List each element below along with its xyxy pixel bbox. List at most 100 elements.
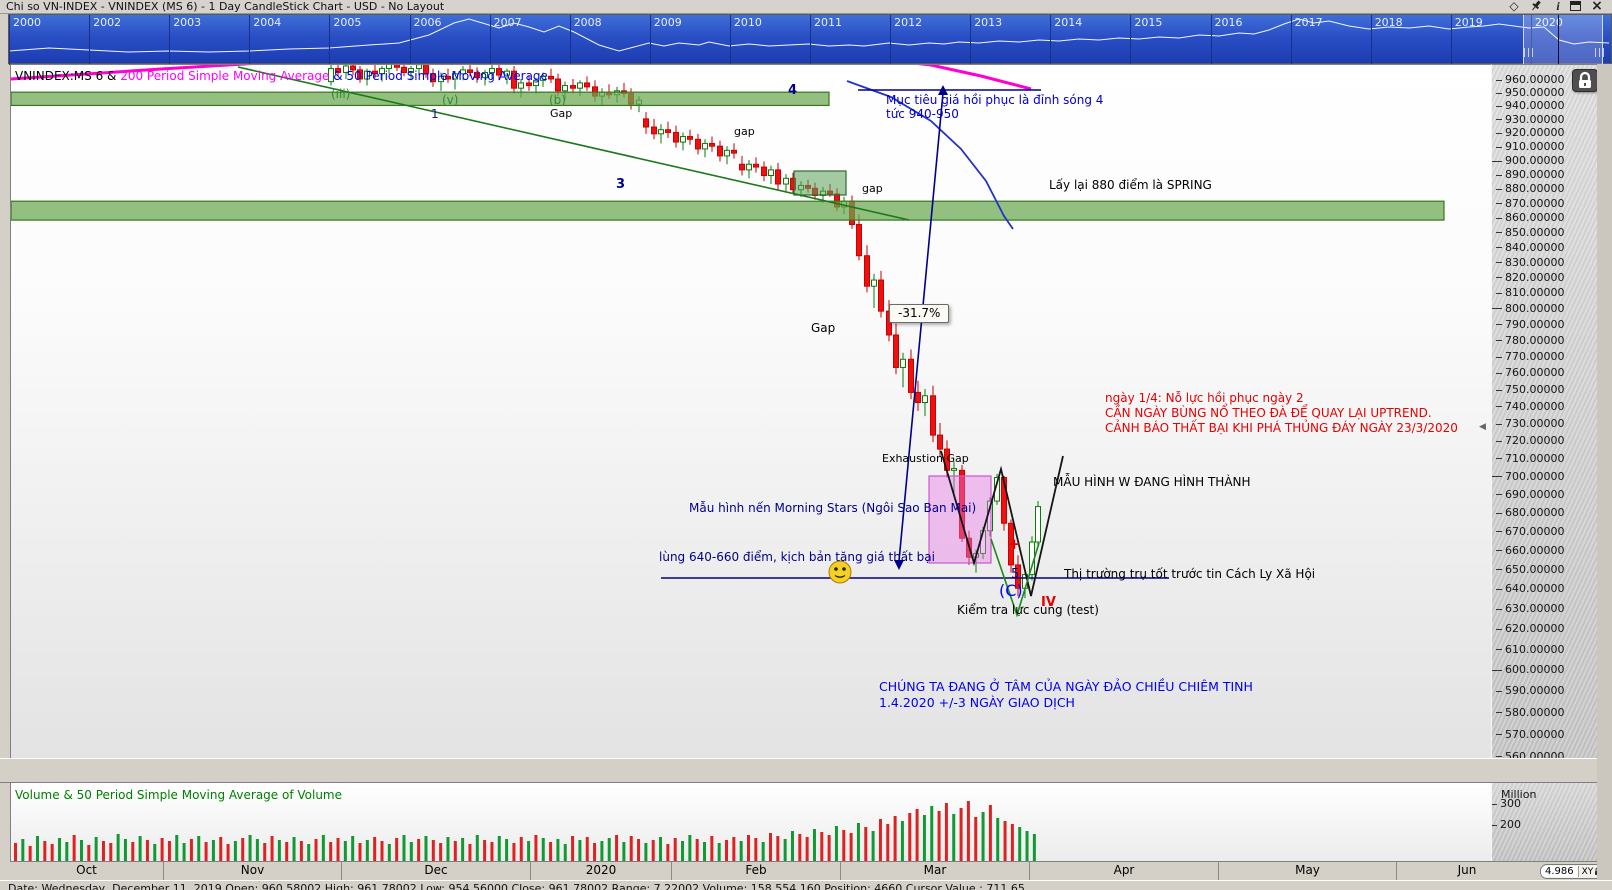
chart-annotation: CẢNH BÁO THẤT BẠI KHI PHÁ THỦNG ĐÁY NGÀY… (1105, 421, 1458, 435)
navigator-year-cell[interactable]: 2015 (1130, 15, 1210, 65)
price-tick: 570.00000 (1492, 728, 1565, 741)
price-tick: 720.00000 (1492, 434, 1565, 447)
price-tick: 600.00000 (1492, 663, 1565, 676)
navigator-year-label: 2018 (1374, 16, 1403, 29)
navigator-year-cell[interactable]: 2003 (169, 15, 249, 65)
navigator-grip-left[interactable]: ||| (1523, 48, 1536, 58)
navigator-year-label: 2009 (653, 16, 682, 29)
time-axis-section: Dec (341, 862, 530, 881)
price-tick: 850.00000 (1492, 226, 1565, 239)
collapse-axis-arrow-icon[interactable]: ◀ (1479, 422, 1486, 432)
price-tick: 900.00000 (1492, 154, 1565, 167)
chart-annotation: lùng 640-660 điểm, kịch bản tăng giá thấ… (659, 550, 935, 564)
navigator-year-label: 2008 (573, 16, 602, 29)
layout-icon-glyph (1570, 1, 1581, 11)
navigator-position-marker (1558, 15, 1559, 65)
lock-icon[interactable] (1572, 69, 1598, 92)
time-axis-section: Nov (163, 862, 341, 881)
price-tick: 680.00000 (1492, 506, 1565, 519)
chart-annotation: Lấy lại 880 điểm là SPRING (1049, 178, 1212, 192)
navigator-year-cell[interactable]: 2020 (1530, 15, 1611, 65)
chart-annotation: 1.4.2020 +/-3 NGÀY GIAO DỊCH (879, 695, 1075, 710)
chart-annotation: CẦN NGÀY BÙNG NỔ THEO ĐÀ ĐỂ QUAY LẠI UPT… (1105, 406, 1432, 420)
navigator-year-cell[interactable]: 2009 (649, 15, 730, 65)
status-bar: Date: Wednesday, December 11, 2019 Open:… (0, 880, 1612, 890)
info-icon[interactable]: i (1556, 0, 1560, 13)
price-tick: 700.00000 (1492, 470, 1565, 483)
price-axis[interactable]: 960.00000 950.00000 940.00000 930.00000 920.… (1491, 64, 1597, 763)
navigator-grip-right[interactable]: ||| (1594, 48, 1607, 58)
time-axis-label: 2020 (585, 863, 617, 877)
red-cross-marker: + (1008, 535, 1021, 553)
price-tick: 640.00000 (1492, 582, 1565, 595)
legend-sma50: & 50 Period Simple Moving Average (329, 69, 548, 83)
price-tick: 790.00000 (1492, 318, 1565, 331)
history-navigator[interactable]: 2000 2002 2003 2004 2005 2006 2007 2008 2009 2010… (8, 14, 1612, 65)
navigator-year-cell[interactable]: 2004 (249, 15, 329, 65)
navigator-year-cell[interactable]: 2013 (970, 15, 1050, 65)
time-axis-section: May (1218, 862, 1396, 881)
zoom-value: 4.986 (1541, 866, 1579, 877)
navigator-year-cell[interactable]: 2011 (810, 15, 890, 65)
navigator-year-cell[interactable]: 2014 (1050, 15, 1130, 65)
time-axis-label: Oct (76, 863, 97, 877)
pin-icon[interactable] (1528, 0, 1544, 13)
chart-annotation: Kiểm tra lực cung (test) (957, 603, 1099, 617)
navigator-year-label: 2016 (1214, 16, 1243, 29)
volume-pane[interactable]: Volume & 50 Period Simple Moving Average… (10, 783, 1491, 861)
chart-annotation: (b) (549, 93, 566, 107)
navigator-year-cell[interactable]: 2007 (489, 15, 570, 65)
window-right-edge (1597, 64, 1612, 880)
navigator-year-cell[interactable]: 2005 (329, 15, 409, 65)
price-tick: 920.00000 (1492, 126, 1565, 139)
main-chart-pane[interactable]: VNINDEX:MS 6 & 200 Period Simple Moving … (10, 64, 1491, 758)
navigator-year-cell[interactable]: 2017 (1290, 15, 1371, 65)
close-icon[interactable]: × (1591, 0, 1603, 14)
time-axis-section: Oct (10, 862, 163, 881)
chart-annotation: CHÚNG TA ĐANG Ở TÂM CỦA NGÀY ĐẢO CHIỀU C… (879, 679, 1253, 694)
navigator-year-cell[interactable]: 2006 (409, 15, 490, 65)
volume-tick: 300 (1492, 797, 1521, 810)
price-tick: 810.00000 (1492, 286, 1565, 299)
price-tick: 770.00000 (1492, 350, 1565, 363)
navigator-year-label: 2015 (1134, 16, 1163, 29)
navigator-year-cell[interactable]: 2000 (9, 15, 89, 65)
layout-icon[interactable] (1568, 0, 1584, 13)
navigator-year-cell[interactable]: 2002 (89, 15, 169, 65)
price-tick: 730.00000 (1492, 417, 1565, 430)
price-tick: 820.00000 (1492, 271, 1565, 284)
navigator-year-cell[interactable]: 2008 (569, 15, 650, 65)
price-tick: 930.00000 (1492, 113, 1565, 126)
time-axis-section: Apr (1029, 862, 1218, 881)
chart-annotation: (v) (442, 93, 459, 107)
navigator-year-label: 2020 (1534, 16, 1563, 29)
chart-annotation: (iii) (331, 87, 351, 101)
price-tick: 800.00000 (1492, 302, 1565, 315)
diamond-icon[interactable]: ◇ (1509, 0, 1519, 13)
time-axis-section: Mar (840, 862, 1029, 881)
navigator-year-cell[interactable]: 2018 (1370, 15, 1451, 65)
price-tick: 610.00000 (1492, 643, 1565, 656)
navigator-year-cell[interactable]: 2019 (1450, 15, 1531, 65)
price-tick: 960.00000 (1492, 73, 1565, 86)
price-tick: 670.00000 (1492, 525, 1565, 538)
time-axis-label: Dec (424, 863, 448, 877)
chart-annotation: MẪU HÌNH W ĐANG HÌNH THÀNH (1053, 475, 1251, 489)
xy-label: XY (1581, 866, 1594, 877)
navigator-year-cell[interactable]: 2012 (890, 15, 970, 65)
pane-splitter[interactable] (0, 758, 1597, 783)
navigator-year-cell[interactable]: 2010 (729, 15, 810, 65)
time-axis[interactable]: Oct Nov Dec 2020 Feb Mar Apr May Jun (10, 861, 1537, 881)
navigator-year-label: 2002 (93, 16, 122, 29)
navigator-selection-range[interactable] (1523, 15, 1603, 65)
navigator-year-cell[interactable]: 2016 (1210, 15, 1291, 65)
volume-bars (14, 801, 1036, 861)
volume-axis-unit: Million (1501, 788, 1537, 801)
price-tick: 660.00000 (1492, 544, 1565, 557)
price-tick: 580.00000 (1492, 706, 1565, 719)
axis-corner: 4.986 XY (1537, 861, 1612, 880)
navigator-sparkline (9, 18, 1610, 53)
chart-annotation: Mục tiêu giá hồi phục là đỉnh sóng 4 (886, 93, 1104, 107)
chart-annotation: Thị trường trụ tốt trước tin Cách Ly Xã … (1064, 567, 1316, 581)
price-tick: 890.00000 (1492, 168, 1565, 181)
